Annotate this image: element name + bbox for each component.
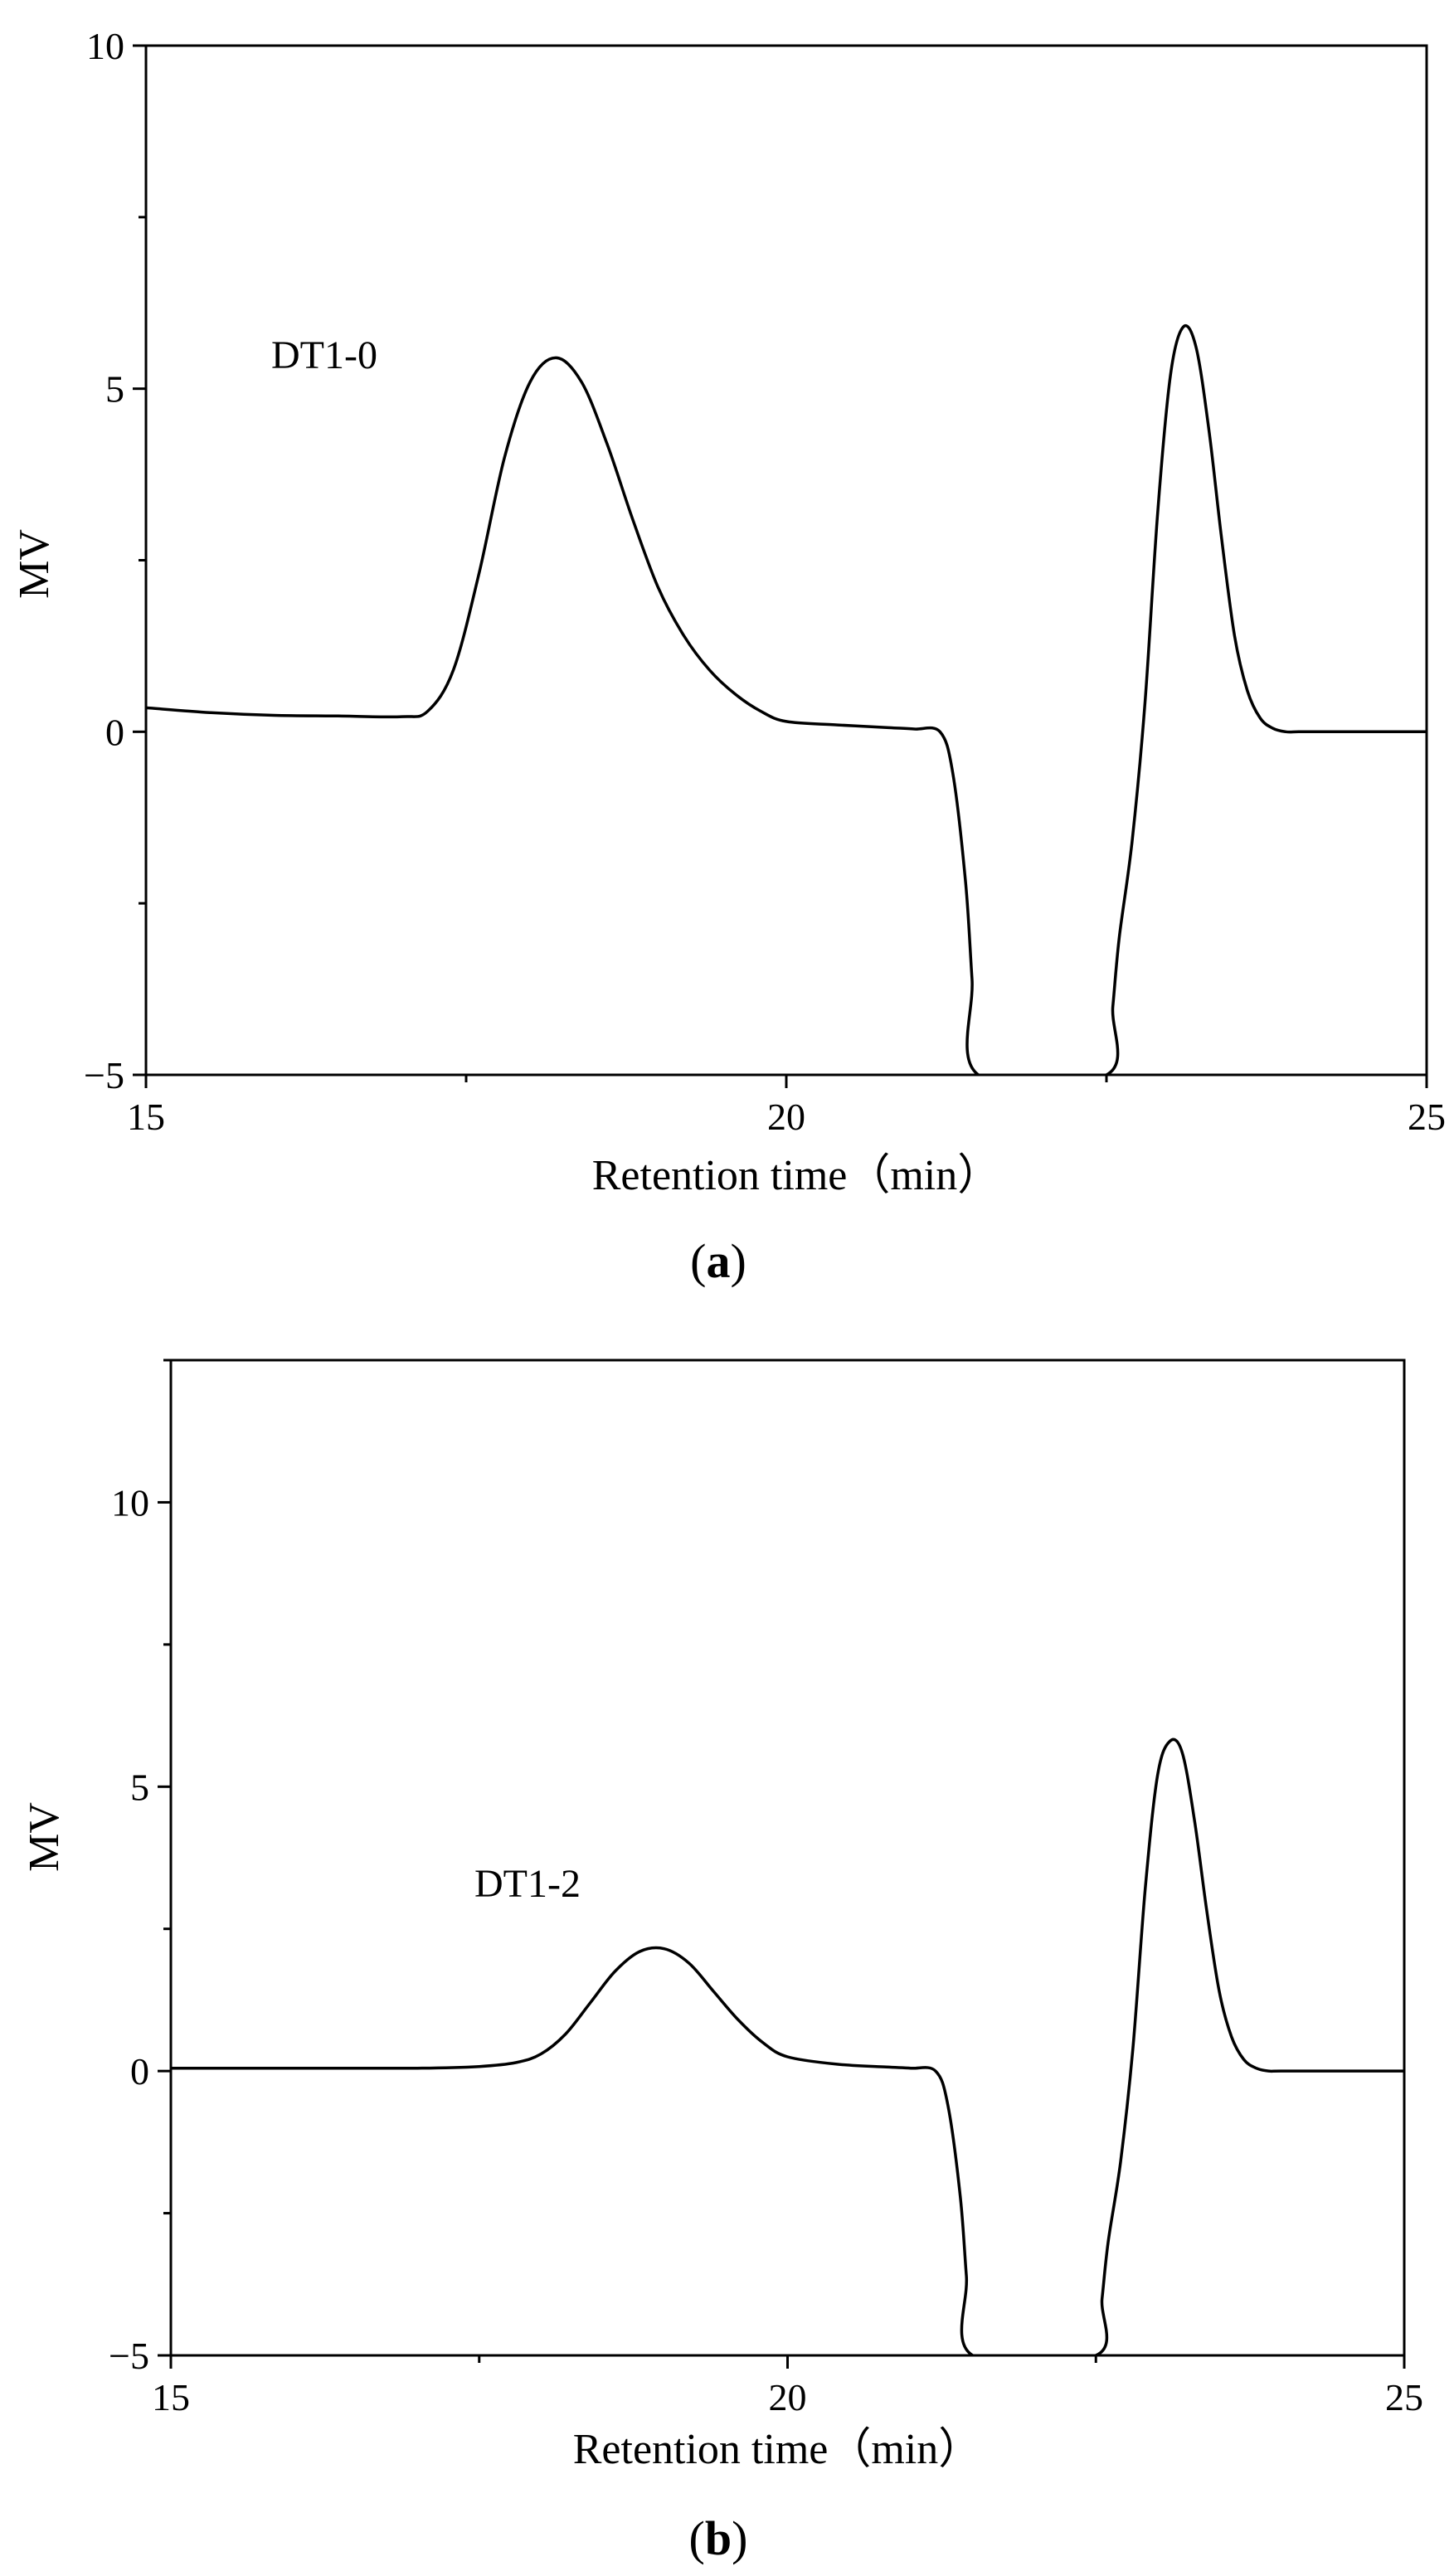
y-tick-label: 5 xyxy=(130,1766,149,1808)
series-line xyxy=(146,324,1427,1075)
sample-annotation: DT1-0 xyxy=(271,333,377,377)
x-tick-label: 15 xyxy=(152,2376,190,2418)
x-tick-label: 20 xyxy=(769,2376,807,2418)
chart-panel-a: MV Retention time（min） DT1-0 (a) 15 20 25 −… xyxy=(11,25,1446,1288)
y-tick-label: 10 xyxy=(111,1481,149,1524)
y-tick-label: 0 xyxy=(130,2050,149,2092)
plot-frame xyxy=(169,1358,1406,2357)
x-tick-label: 15 xyxy=(127,1096,165,1138)
x-tick-label: 25 xyxy=(1408,1096,1446,1138)
panel-label: (b) xyxy=(689,2511,748,2565)
x-tick-label: 20 xyxy=(767,1096,805,1138)
x-axis-title: Retention time（min） xyxy=(573,2426,982,2473)
y-axis-title: MV xyxy=(21,1802,68,1872)
x-tick-label: 25 xyxy=(1385,2376,1423,2418)
series-line xyxy=(171,1738,1404,2355)
sample-annotation: DT1-2 xyxy=(474,1862,581,1906)
panel-letter: b xyxy=(705,2511,732,2565)
y-tick-label: 0 xyxy=(105,711,124,753)
chart-panel-b: MV Retention time（min） DT1-2 (b) 15 20 25 −… xyxy=(21,1358,1423,2565)
panel-letter: a xyxy=(707,1234,731,1288)
y-tick-label: −5 xyxy=(109,2335,149,2377)
y-tick-label: −5 xyxy=(84,1054,124,1096)
y-tick-label: 10 xyxy=(86,25,124,67)
panel-label: (a) xyxy=(690,1234,746,1288)
y-tick-label: 5 xyxy=(105,368,124,411)
x-axis-title: Retention time（min） xyxy=(592,1152,1001,1199)
plot-frame xyxy=(144,44,1428,1077)
y-axis-title: MV xyxy=(11,529,58,599)
